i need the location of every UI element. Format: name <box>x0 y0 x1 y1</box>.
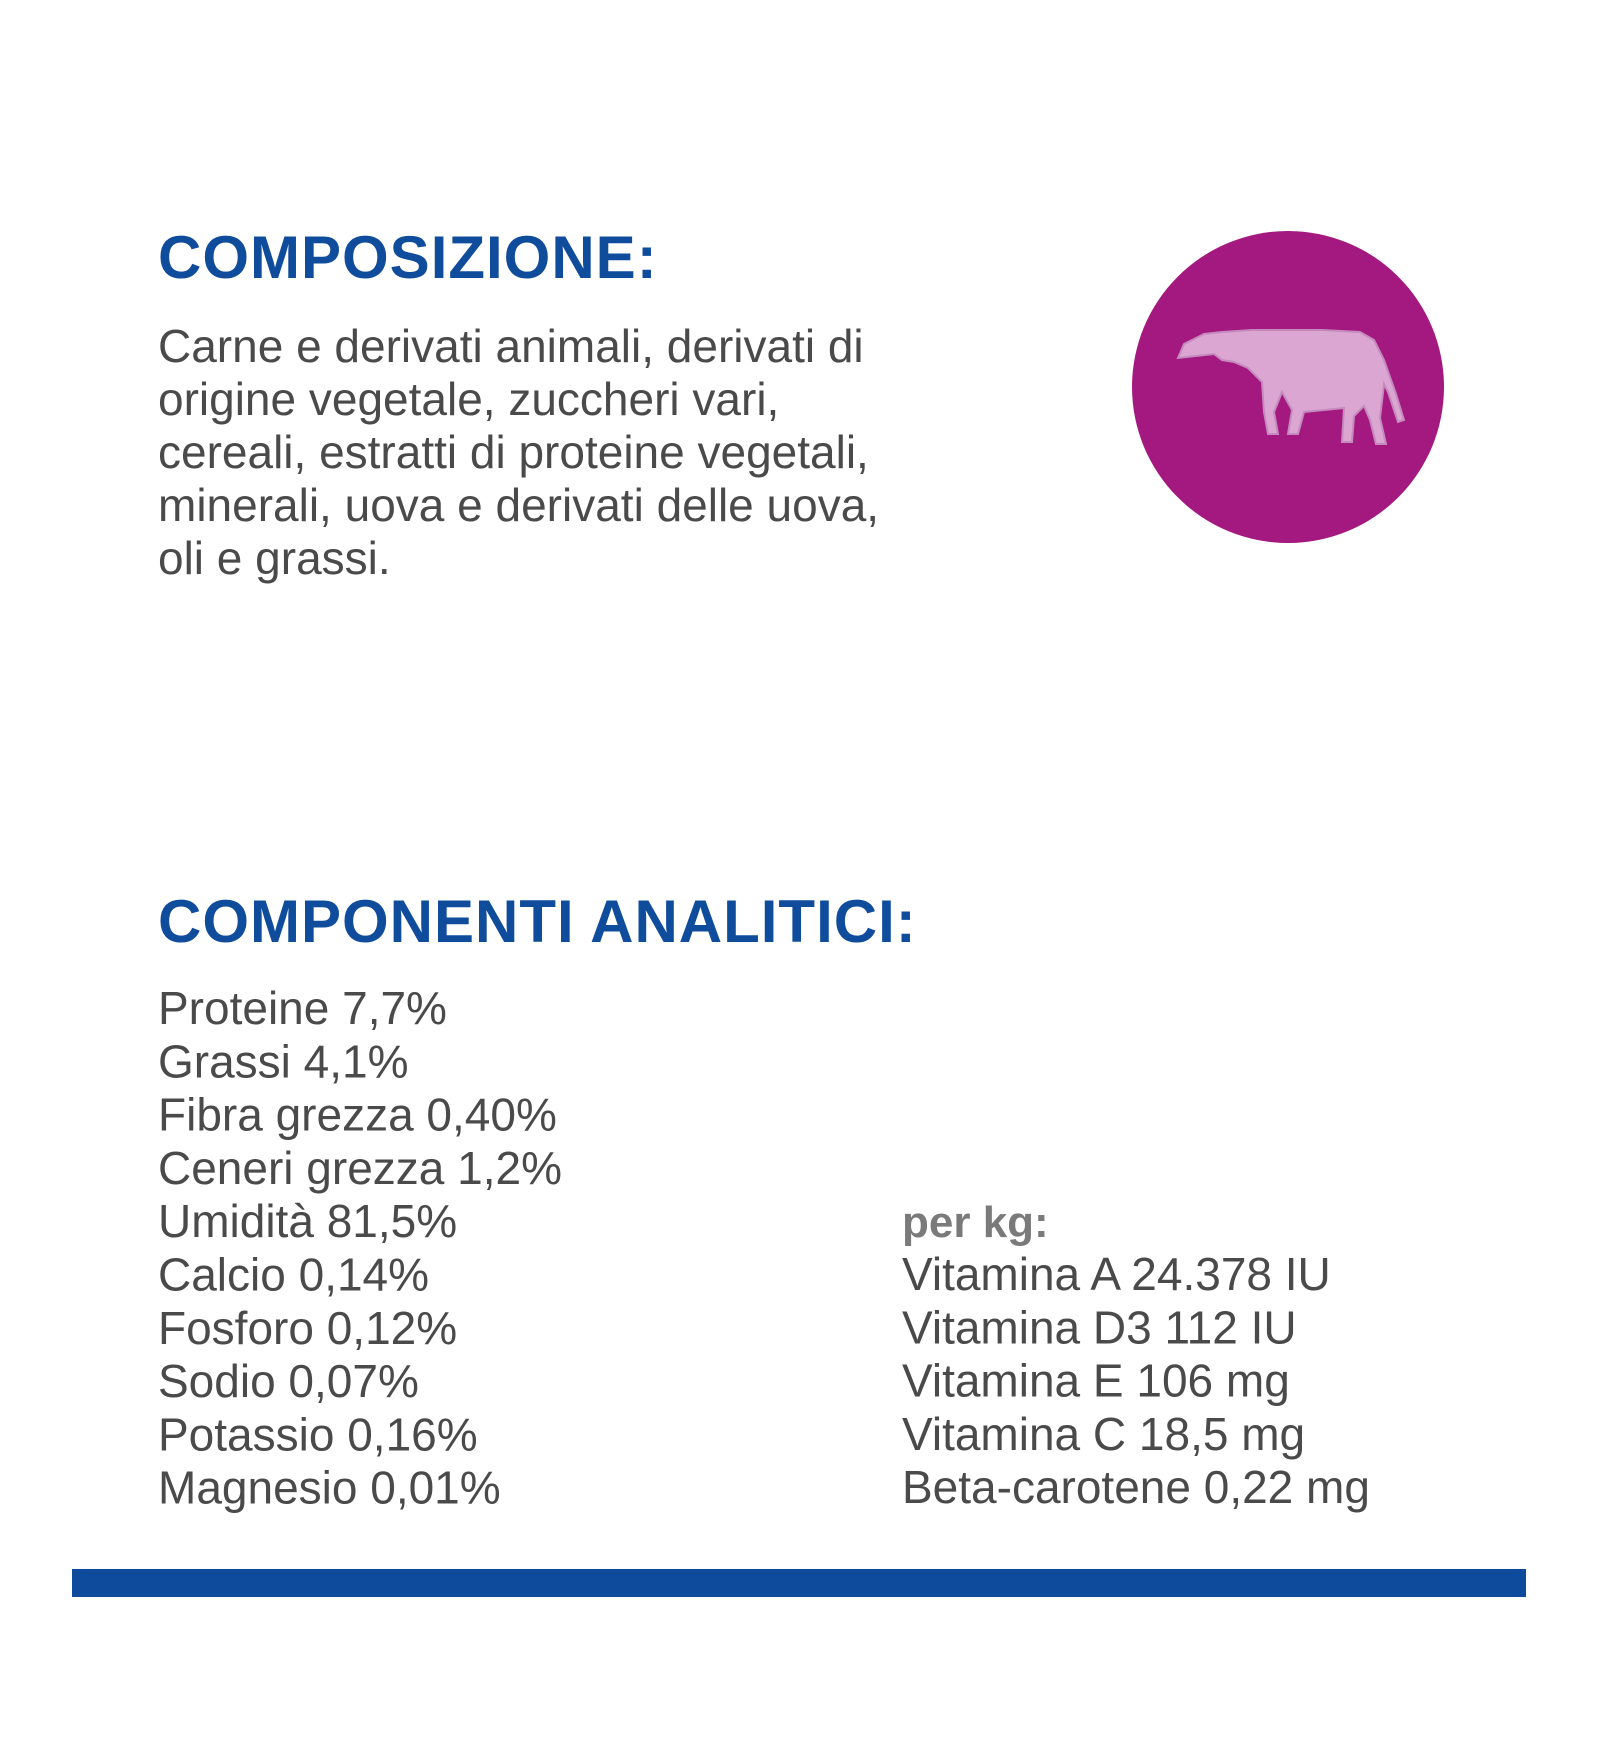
vitamin-item: Vitamina E 106 mg <box>902 1355 1290 1407</box>
composition-title: COMPOSIZIONE: <box>158 224 658 291</box>
composition-line: Carne e derivati animali, derivati di <box>158 320 864 372</box>
composition-line: minerali, uova e derivati delle uova, <box>158 479 879 531</box>
composition-line: origine vegetale, zuccheri vari, <box>158 373 779 425</box>
footer-bar <box>72 1569 1526 1597</box>
analytics-title: COMPONENTI ANALITICI: <box>158 888 917 955</box>
analytic-item: Sodio 0,07% <box>158 1355 419 1407</box>
analytic-item: Potassio 0,16% <box>158 1408 478 1460</box>
analytic-item: Fosforo 0,12% <box>158 1302 457 1354</box>
vitamin-item: Vitamina A 24.378 IU <box>902 1248 1331 1300</box>
analytic-item: Grassi 4,1% <box>158 1035 409 1087</box>
analytic-item: Umidità 81,5% <box>158 1195 457 1247</box>
cow <box>1176 329 1406 445</box>
analytic-item: Ceneri grezza 1,2% <box>158 1142 562 1194</box>
vitamin-item: Beta-carotene 0,22 mg <box>902 1461 1370 1513</box>
composition-line: cereali, estratti di proteine vegetali, <box>158 426 869 478</box>
analytic-item: Calcio 0,14% <box>158 1249 429 1301</box>
per-kg-label: per kg: <box>902 1198 1049 1247</box>
analytic-item: Proteine 7,7% <box>158 982 447 1034</box>
vitamin-item: Vitamina C 18,5 mg <box>902 1408 1305 1460</box>
analytic-item: Fibra grezza 0,40% <box>158 1089 557 1141</box>
vitamin-item: Vitamina D3 112 IU <box>902 1301 1297 1353</box>
cow-icon <box>1132 231 1444 543</box>
composition-line: oli e grassi. <box>158 532 391 584</box>
analytic-item: Magnesio 0,01% <box>158 1462 501 1514</box>
